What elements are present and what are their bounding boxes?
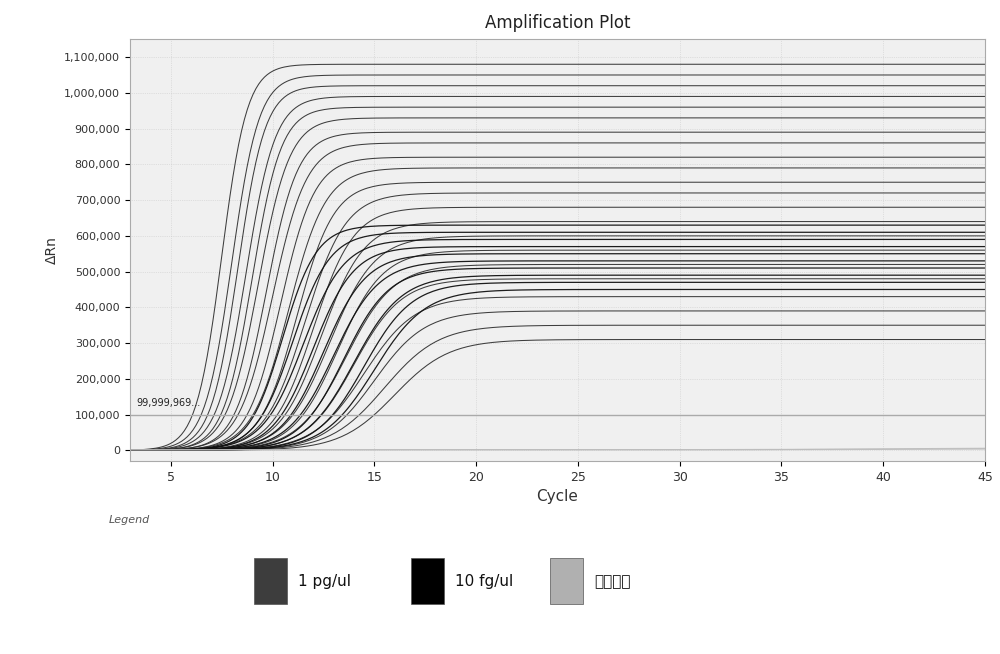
Text: Legend: Legend (109, 515, 150, 525)
Text: 阴性对照: 阴性对照 (594, 574, 631, 589)
X-axis label: Cycle: Cycle (537, 489, 578, 504)
Text: 10 fg/ul: 10 fg/ul (455, 574, 513, 589)
Y-axis label: ΔRn: ΔRn (45, 236, 59, 264)
Bar (411, 559, 444, 604)
Bar (550, 559, 583, 604)
Text: 99,999,969...: 99,999,969... (136, 398, 200, 408)
Title: Amplification Plot: Amplification Plot (485, 14, 630, 32)
Bar (254, 559, 287, 604)
Text: 1 pg/ul: 1 pg/ul (298, 574, 351, 589)
